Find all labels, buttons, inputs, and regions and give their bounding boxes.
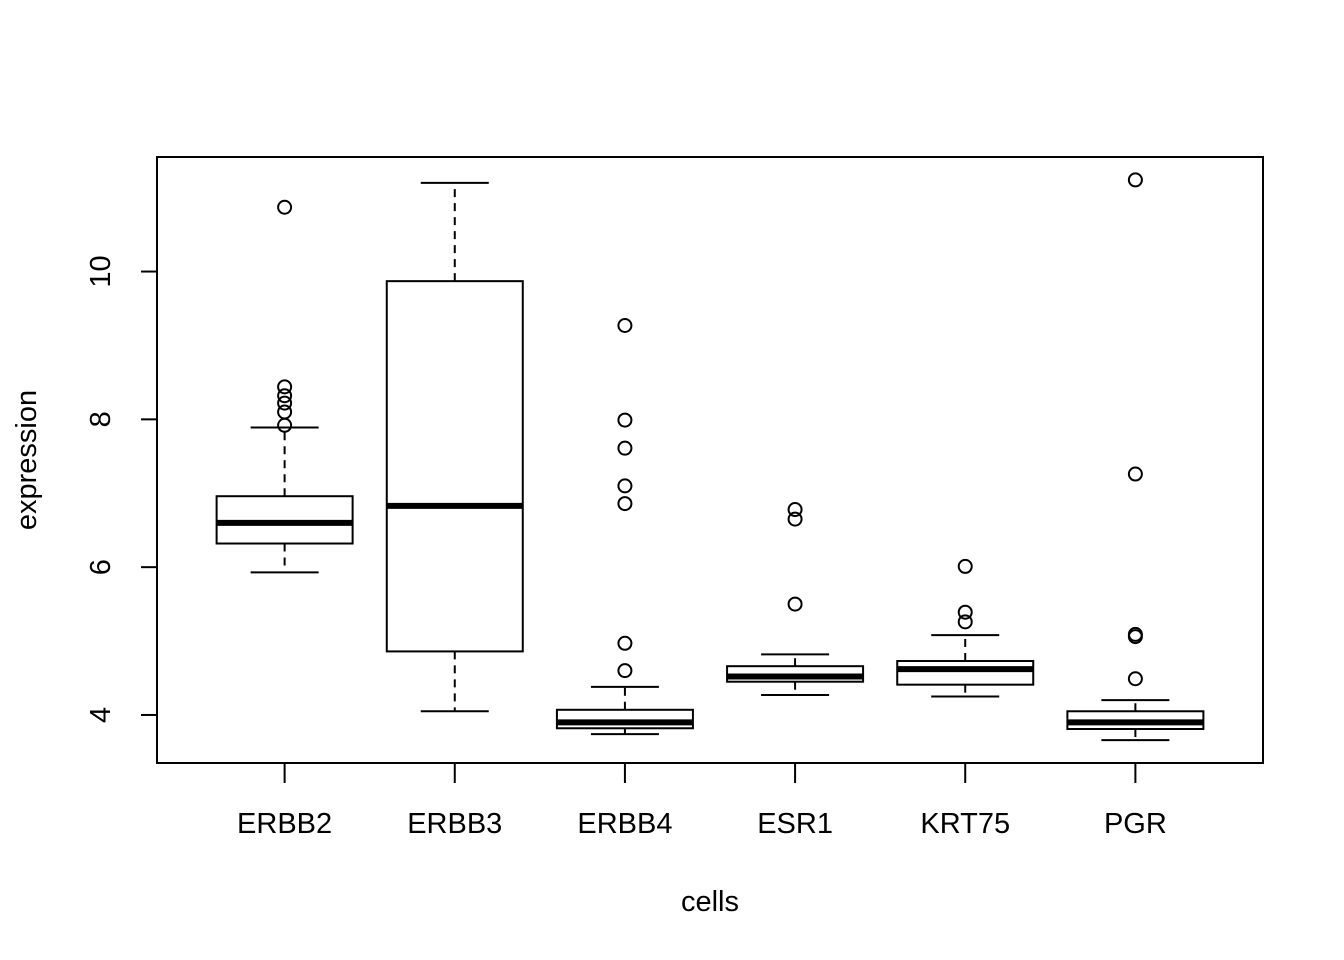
y-axis-label: expression	[11, 390, 43, 530]
outlier-point	[617, 317, 633, 333]
outlier-point	[277, 379, 293, 395]
outlier-point	[617, 440, 633, 456]
outlier-point	[1127, 172, 1143, 188]
outlier-point	[957, 614, 973, 630]
outlier-point	[787, 596, 803, 612]
outlier-point	[277, 199, 293, 215]
outlier-point	[787, 502, 803, 518]
outlier-point	[1127, 671, 1143, 687]
box-krt75	[896, 558, 1035, 698]
outlier-point	[617, 663, 633, 679]
outlier-point	[617, 635, 633, 651]
x-axis: ERBB2 ERBB3 ERBB4 ESR1 KRT75 PGR	[237, 762, 1167, 840]
box-esr1	[726, 502, 865, 697]
x-tick-label: KRT75	[920, 808, 1010, 840]
outlier-point	[1127, 629, 1143, 645]
boxes-layer	[215, 172, 1205, 742]
y-tick-label: 8	[85, 411, 117, 427]
iqr-box	[385, 280, 524, 653]
outlier-point	[957, 604, 973, 620]
outlier-point	[617, 412, 633, 428]
outlier-point	[617, 496, 633, 512]
iqr-box	[555, 708, 694, 730]
outlier-point	[1127, 466, 1143, 482]
box-erbb4	[555, 317, 694, 736]
outlier-point	[957, 558, 973, 574]
y-axis: 4 6 8 10	[85, 255, 158, 723]
y-tick-label: 4	[85, 707, 117, 723]
outlier-point	[617, 478, 633, 494]
plot-frame	[156, 156, 1264, 764]
outlier-point	[277, 395, 293, 411]
box-pgr	[1066, 172, 1205, 742]
iqr-box	[896, 660, 1035, 686]
x-tick-label: ERBB3	[407, 808, 502, 840]
x-tick-label: PGR	[1104, 808, 1167, 840]
outlier-point	[277, 417, 293, 433]
y-tick-label: 6	[85, 559, 117, 575]
box-erbb2	[215, 199, 354, 574]
box-erbb3	[385, 181, 524, 713]
x-tick-label: ESR1	[757, 808, 833, 840]
x-tick-label: ERBB4	[577, 808, 672, 840]
outlier-point	[277, 404, 293, 420]
y-tick-label: 10	[85, 255, 117, 287]
x-tick-label: ERBB2	[237, 808, 332, 840]
outlier-point	[277, 388, 293, 404]
x-axis-label: cells	[681, 886, 739, 918]
outlier-point	[787, 511, 803, 527]
